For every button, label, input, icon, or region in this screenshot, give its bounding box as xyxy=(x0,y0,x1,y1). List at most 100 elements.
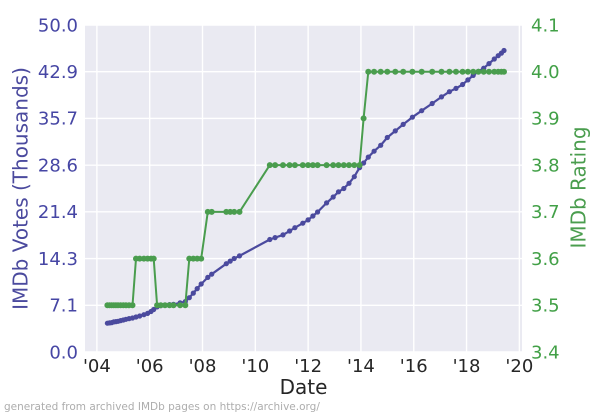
votes-marker xyxy=(205,274,211,280)
votes-marker xyxy=(446,89,452,95)
rating-marker xyxy=(136,255,143,262)
x-tick-label: '10 xyxy=(241,356,269,377)
x-tick-label: '18 xyxy=(453,356,481,377)
x-tick-label: '14 xyxy=(347,356,375,377)
votes-marker xyxy=(486,61,492,67)
votes-marker xyxy=(438,94,445,100)
votes-marker xyxy=(315,209,321,215)
y-left-tick-label: 7.1 xyxy=(49,296,78,317)
rating-marker xyxy=(272,162,279,169)
x-tick-label: '16 xyxy=(400,356,428,377)
y-right-tick-label: 4.1 xyxy=(531,15,560,36)
votes-marker xyxy=(272,235,278,241)
votes-marker xyxy=(267,236,273,243)
rating-marker xyxy=(335,162,342,169)
rating-marker xyxy=(459,68,466,75)
y-left-tick-label: 14.3 xyxy=(38,249,78,270)
rating-marker xyxy=(305,162,312,169)
rating-marker xyxy=(299,162,306,169)
rating-marker xyxy=(266,162,273,169)
votes-series xyxy=(104,47,507,326)
plot-area xyxy=(85,25,522,352)
votes-marker xyxy=(384,134,390,141)
x-tick-label: '12 xyxy=(294,356,322,377)
rating-marker xyxy=(400,68,407,75)
votes-marker xyxy=(371,148,377,154)
y-right-tick-label: 3.9 xyxy=(531,109,560,130)
rating-marker xyxy=(129,302,136,309)
rating-marker xyxy=(340,162,347,169)
y-left-tick-label: 21.4 xyxy=(38,202,78,223)
votes-marker xyxy=(236,253,243,259)
y-left-tick-label: 28.6 xyxy=(38,155,78,176)
rating-marker xyxy=(351,162,358,169)
votes-marker xyxy=(460,81,466,88)
votes-marker xyxy=(365,154,371,160)
votes-marker xyxy=(198,281,204,287)
votes-marker xyxy=(453,85,459,91)
rating-marker xyxy=(480,68,487,75)
rating-marker xyxy=(464,68,471,75)
votes-marker xyxy=(491,56,497,62)
votes-marker xyxy=(300,220,306,226)
rating-marker xyxy=(157,302,164,309)
y-left-tick-label: 50.0 xyxy=(38,15,78,36)
votes-marker xyxy=(409,114,415,120)
votes-marker xyxy=(287,228,293,234)
votes-marker xyxy=(305,217,311,223)
rating-marker xyxy=(291,162,298,169)
rating-marker xyxy=(309,162,316,169)
rating-marker xyxy=(392,68,399,75)
rating-marker xyxy=(438,68,445,75)
rating-marker xyxy=(377,68,384,75)
votes-marker xyxy=(292,225,298,231)
votes-marker xyxy=(231,255,237,262)
rating-marker xyxy=(446,68,453,75)
votes-marker xyxy=(429,100,435,107)
rating-marker xyxy=(418,68,425,75)
rating-marker xyxy=(371,68,378,75)
votes-marker xyxy=(341,185,347,192)
rating-marker xyxy=(170,302,177,309)
rating-marker xyxy=(208,208,215,215)
rating-marker xyxy=(231,208,238,215)
votes-marker xyxy=(392,128,398,134)
y-left-tick-label: 0.0 xyxy=(49,342,78,363)
votes-marker xyxy=(324,200,330,206)
x-tick-label: '20 xyxy=(505,356,533,377)
y-right-tick-label: 4.0 xyxy=(531,62,560,83)
y-axis-ticks-right: 4.1 4.0 3.9 3.8 3.7 3.6 3.5 3.4 xyxy=(531,15,560,363)
votes-marker xyxy=(209,271,215,277)
y-left-tick-label: 35.7 xyxy=(38,109,78,130)
y-right-tick-label: 3.7 xyxy=(531,202,560,223)
votes-marker xyxy=(194,286,200,292)
rating-marker xyxy=(346,162,352,169)
votes-marker xyxy=(227,258,233,264)
source-caption: generated from archived IMDb pages on ht… xyxy=(4,401,320,413)
y-left-tick-label: 42.9 xyxy=(38,62,78,83)
rating-marker xyxy=(236,208,243,215)
y-right-tick-label: 3.4 xyxy=(531,342,560,363)
y-axis-ticks-left: 50.0 42.9 35.7 28.6 21.4 14.3 7.1 0.0 xyxy=(38,15,78,363)
y-right-tick-label: 3.6 xyxy=(531,249,560,270)
votes-marker xyxy=(280,232,286,238)
votes-marker xyxy=(186,295,192,301)
rating-marker xyxy=(356,162,363,169)
rating-marker xyxy=(501,68,507,75)
votes-marker xyxy=(346,180,352,186)
votes-marker xyxy=(465,77,471,83)
x-tick-label: '06 xyxy=(136,356,164,377)
votes-marker xyxy=(400,121,406,127)
x-axis-ticks: '04 '06 '08 '10 '12 '14 '16 '18 '20 xyxy=(83,356,533,377)
rating-marker xyxy=(384,68,391,75)
rating-marker xyxy=(409,68,416,75)
rating-marker xyxy=(314,162,321,169)
rating-marker xyxy=(429,68,436,75)
rating-marker xyxy=(280,162,286,169)
votes-marker xyxy=(335,189,342,195)
votes-marker xyxy=(419,108,425,114)
votes-marker xyxy=(190,290,196,296)
rating-marker xyxy=(177,302,184,309)
